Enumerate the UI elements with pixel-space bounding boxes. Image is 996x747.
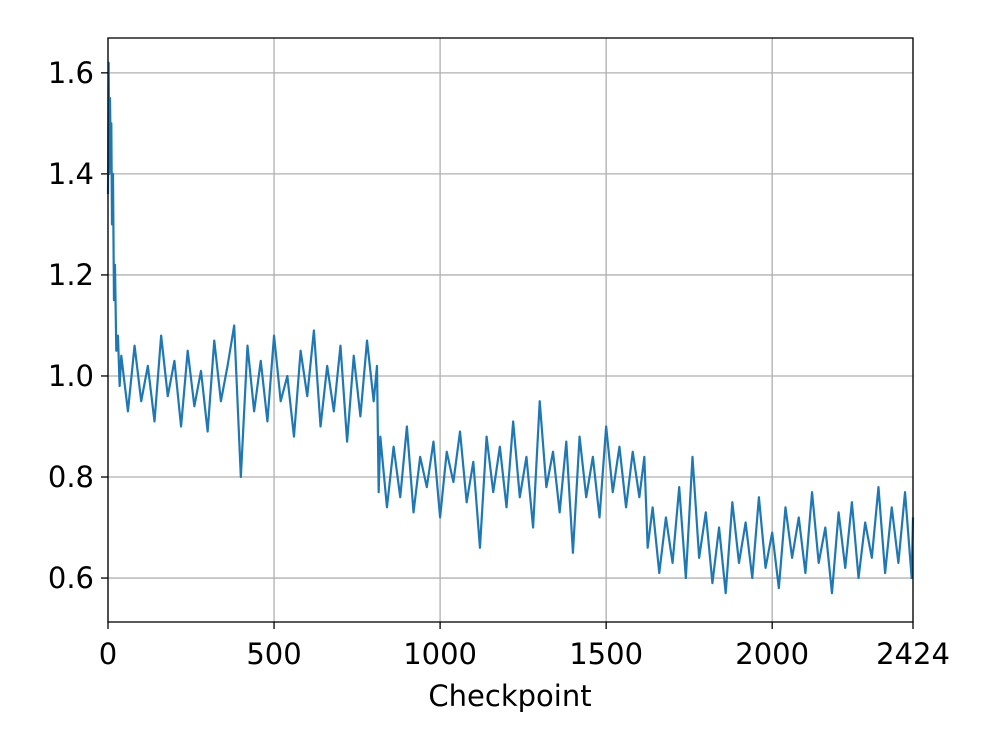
y-tick-label: 1.6 [48, 56, 94, 90]
x-tick-label: 2424 [876, 637, 950, 671]
x-tick-label: 2000 [735, 637, 809, 671]
x-tick-label: 1000 [403, 637, 477, 671]
y-tick-label: 1.0 [48, 359, 94, 393]
y-tick-label: 0.8 [48, 460, 94, 494]
y-tick-label: 1.4 [48, 157, 94, 191]
data-line [106, 61, 915, 595]
y-tick-label: 0.6 [48, 561, 94, 595]
x-tick-label: 1500 [569, 637, 643, 671]
x-tick-label: 0 [99, 637, 117, 671]
x-axis-label: Checkpoint [428, 679, 591, 713]
plot-frame [107, 37, 914, 623]
y-tick-label: 1.2 [48, 258, 94, 292]
x-tick-label: 500 [246, 637, 301, 671]
